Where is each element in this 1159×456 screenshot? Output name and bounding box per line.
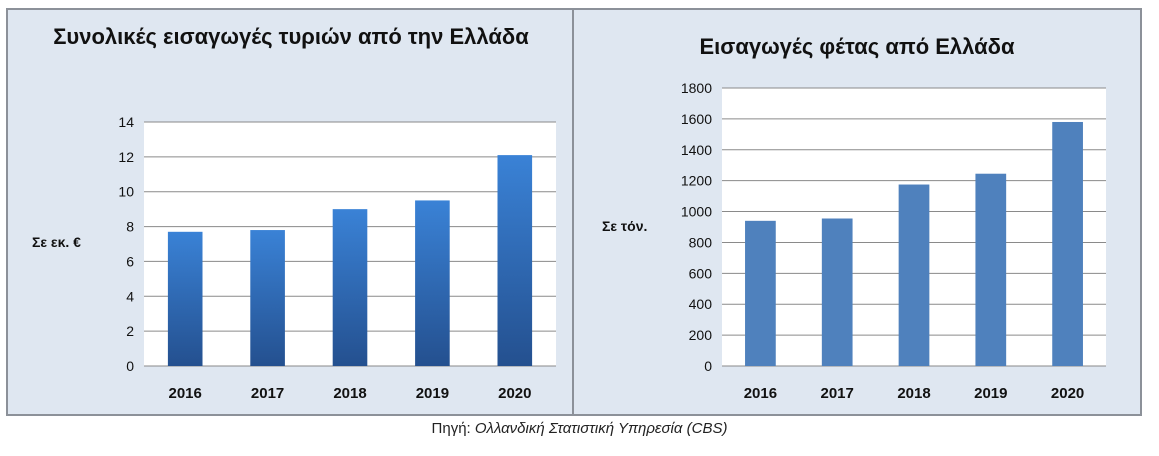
x-tick-label: 2019 — [974, 385, 1007, 402]
x-tick-label: 2016 — [169, 385, 202, 402]
chart-panel-feta-imports: Εισαγωγές φέτας από Ελλάδα Σε τόν. 0 200 4… — [572, 8, 1142, 416]
x-tick-label: 2017 — [821, 385, 854, 402]
y-tick-label: 600 — [689, 265, 713, 281]
y-tick-label: 4 — [126, 288, 134, 304]
x-tick-label: 2020 — [498, 385, 531, 402]
bar-2017 — [250, 230, 285, 366]
bar-2020 — [1052, 121, 1083, 366]
chart-panel-total-cheese-imports: Συνολικές εισαγωγές τυριών από την Ελλάδ… — [6, 8, 576, 416]
y-tick-label: 800 — [689, 234, 713, 250]
chart-title: Εισαγωγές φέτας από Ελλάδα — [699, 34, 1015, 59]
y-tick-label: 10 — [118, 184, 134, 200]
y-tick-label: 1400 — [681, 142, 712, 158]
y-tick-label: 200 — [689, 327, 713, 343]
y-tick-label: 14 — [118, 114, 134, 130]
x-tick-label: 2016 — [744, 385, 777, 402]
bar-2020 — [497, 155, 533, 366]
y-axis-label: Σε εκ. € — [32, 234, 81, 250]
y-tick-label: 1000 — [681, 204, 712, 220]
y-tick-label: 1800 — [681, 80, 712, 96]
bar-2018 — [898, 184, 930, 366]
bar-chart-feta-imports: 0 200 400 600 800 1000 1200 1400 1600 1800 2016 201… — [681, 80, 1106, 402]
bar-2016 — [745, 220, 776, 366]
source-text: Ολλανδική Στατιστική Υπηρεσία (CBS) — [474, 420, 728, 437]
y-tick-label: 12 — [118, 149, 134, 165]
y-tick-label: 0 — [126, 358, 134, 374]
y-tick-label: 400 — [689, 296, 713, 312]
source-label: Πηγή: — [431, 420, 471, 437]
y-tick-label: 2 — [126, 323, 134, 339]
source-note: Πηγή: Ολλανδική Στατιστική Υπηρεσία (CBS… — [0, 420, 1159, 437]
y-tick-label: 1600 — [681, 111, 712, 127]
y-axis-label: Σε τόν. — [602, 218, 648, 234]
x-tick-label: 2018 — [897, 385, 930, 402]
x-tick-label: 2020 — [1051, 385, 1084, 402]
bar-2019 — [975, 173, 1007, 366]
x-tick-label: 2018 — [333, 385, 366, 402]
bar-chart-total-cheese-imports: 0 2 4 6 8 10 12 14 2016 2017 2018 2019 2020 — [118, 114, 556, 402]
x-tick-label: 2017 — [251, 385, 284, 402]
bar-2018 — [332, 209, 368, 366]
x-tick-label: 2019 — [416, 385, 449, 402]
bar-2016 — [167, 231, 203, 366]
y-tick-label: 0 — [704, 358, 712, 374]
y-tick-label: 6 — [126, 253, 134, 269]
bar-2017 — [821, 218, 853, 366]
y-tick-label: 8 — [126, 219, 134, 235]
bar-2019 — [415, 200, 450, 366]
y-tick-label: 1200 — [681, 173, 712, 189]
chart-title: Συνολικές εισαγωγές τυριών από την Ελλάδ… — [53, 24, 529, 49]
